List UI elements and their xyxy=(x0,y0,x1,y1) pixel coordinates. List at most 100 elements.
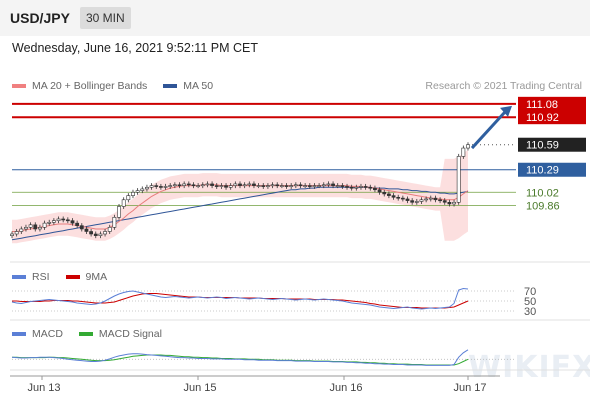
candle-body xyxy=(410,200,415,203)
candle-body xyxy=(405,198,410,201)
price-tag-5: 109.86 xyxy=(526,201,560,213)
watermark-text: WIKIFX xyxy=(468,350,590,385)
candle-body xyxy=(242,184,247,187)
legend-item-rsi-ma: 9MA xyxy=(65,271,107,283)
candle-body xyxy=(307,185,312,187)
candle-body xyxy=(219,185,224,187)
candle-body xyxy=(117,206,121,218)
candle-body xyxy=(461,147,466,157)
legend-swatch-macd-signal xyxy=(78,332,93,336)
price-tag-bg-1 xyxy=(518,110,586,125)
candle-body xyxy=(373,187,377,191)
candle-body xyxy=(326,183,331,186)
rsi-level-label-0: 70 xyxy=(524,286,536,298)
candle-body xyxy=(61,218,66,221)
x-tick-label-1: Jun 15 xyxy=(183,382,216,394)
candle-body xyxy=(284,185,289,187)
timeframe-button[interactable]: 30 MIN xyxy=(80,7,131,29)
price-tag-1: 110.92 xyxy=(526,112,559,124)
candle-body xyxy=(391,195,396,198)
legend-item-ma20: MA 20 + Bollinger Bands xyxy=(12,80,147,92)
forecast-arrow-head xyxy=(500,105,512,117)
candle-body xyxy=(466,144,470,149)
candle-body xyxy=(168,185,173,187)
candle-body xyxy=(368,186,373,189)
candle-body xyxy=(279,185,284,187)
candle-body xyxy=(131,191,135,196)
legend-label-macd-signal: MACD Signal xyxy=(98,328,162,340)
candle-body xyxy=(140,188,145,191)
candle-body xyxy=(56,218,61,221)
candle-body xyxy=(154,185,159,187)
credit-text: Research © 2021 Trading Central xyxy=(425,80,582,92)
candle-body xyxy=(247,183,252,186)
candle-body xyxy=(266,185,270,187)
candle-body xyxy=(149,185,154,188)
candle-body xyxy=(38,227,42,230)
price-tag-bg-3 xyxy=(518,162,586,177)
candle-body xyxy=(321,184,326,187)
candle-body xyxy=(196,185,201,187)
main-legend: MA 20 + Bollinger Bands MA 50 xyxy=(12,80,229,92)
rsi-legend: RSI 9MA xyxy=(12,271,123,283)
candle-body xyxy=(340,185,345,187)
candle-body xyxy=(252,183,256,186)
legend-swatch-rsi xyxy=(12,275,26,279)
legend-swatch-rsi-ma xyxy=(65,275,80,279)
candle-body xyxy=(42,222,47,228)
chart-datetime: Wednesday, June 16, 2021 9:52:11 PM CET xyxy=(12,41,258,55)
candle-body xyxy=(382,191,387,195)
candle-body xyxy=(317,185,322,187)
legend-label-macd: MACD xyxy=(32,328,63,340)
legend-label-rsi: RSI xyxy=(32,271,50,283)
candle-body xyxy=(186,183,191,186)
candle-body xyxy=(182,183,187,186)
price-tag-0: 111.08 xyxy=(526,99,558,111)
candle-body xyxy=(103,231,107,235)
rsi-line xyxy=(11,287,469,310)
candle-body xyxy=(79,225,84,230)
candle-body xyxy=(47,222,52,224)
candle-body xyxy=(205,183,210,186)
candle-body xyxy=(414,201,419,203)
legend-swatch-ma50 xyxy=(163,84,178,88)
candle-body xyxy=(312,185,317,187)
symbol-label: USD/JPY xyxy=(10,10,70,26)
candle-body xyxy=(163,186,168,188)
candle-body xyxy=(400,197,405,200)
candle-body xyxy=(145,186,149,190)
candle-body xyxy=(75,222,80,226)
legend-item-rsi: RSI xyxy=(12,271,50,283)
rsi-level-label-1: 50 xyxy=(524,296,536,308)
candle-body xyxy=(331,183,335,186)
candle-body xyxy=(70,220,75,224)
candle-body xyxy=(177,184,182,187)
x-tick-label-2: Jun 16 xyxy=(329,382,362,394)
candle-body xyxy=(447,201,452,205)
candle-body xyxy=(289,185,294,187)
macd-legend: MACD MACD Signal xyxy=(12,328,178,340)
candle-body xyxy=(424,198,429,201)
candle-body xyxy=(14,231,19,235)
candle-body xyxy=(293,184,298,187)
candle-body xyxy=(33,224,38,230)
candle-body xyxy=(377,189,382,193)
candle-body xyxy=(19,228,24,232)
x-tick-label-3: Jun 17 xyxy=(453,382,486,394)
candle-body xyxy=(191,184,196,187)
candle-body xyxy=(261,185,266,187)
candle-body xyxy=(438,199,442,202)
candle-body xyxy=(345,186,349,188)
candle-body xyxy=(363,186,368,188)
chart-header: USD/JPY 30 MIN xyxy=(0,0,590,36)
candle-body xyxy=(210,183,214,186)
candle-body xyxy=(442,200,447,203)
candle-body xyxy=(256,185,261,187)
legend-item-ma50: MA 50 xyxy=(163,80,213,92)
candle-body xyxy=(200,184,205,187)
candle-body xyxy=(270,184,275,187)
macd-line xyxy=(11,349,469,366)
candle-body xyxy=(354,186,359,189)
candle-body xyxy=(84,228,89,232)
